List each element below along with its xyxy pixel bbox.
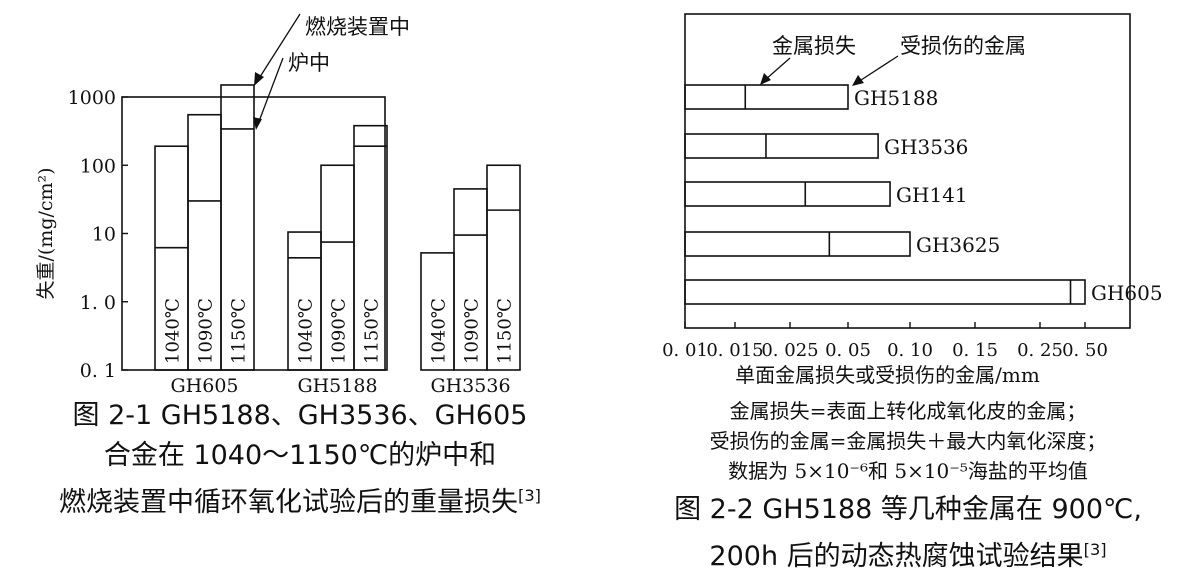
x-axis-label: 单面金属损失或受损伤的金属/mm [735, 363, 1040, 387]
x-tick-label: 0. 025 [761, 340, 818, 361]
right-figure-notes: 金属损失=表面上转化成氧化皮的金属； 受损伤的金属=金属损失＋最大内氧化深度； … [618, 396, 1198, 486]
left-figure-caption: 图 2-1 GH5188、GH3536、GH605 合金在 1040～1150℃… [0, 396, 600, 523]
x-tick-label: 0. 50 [1062, 340, 1108, 361]
bar-combustion [486, 164, 521, 371]
right-caption-line-2: 200h 后的动态热腐蚀试验结果[3] [618, 530, 1198, 577]
annotation-furnace-line [257, 57, 284, 125]
bar-category-label: GH3625 [916, 233, 1000, 257]
y-tick-label: 100 [80, 155, 116, 177]
annotation-combustion: 燃烧装置中 [305, 15, 410, 39]
x-tick-label: 0. 15 [952, 340, 998, 361]
bar-category-label: GH605 [1091, 281, 1163, 305]
y-tick-label: 10 [92, 224, 116, 246]
annotation-furnace-arrowhead [253, 117, 262, 130]
right-figure-caption: 图 2-2 GH5188 等几种金属在 900℃, 200h 后的动态热腐蚀试验… [618, 490, 1198, 577]
bar-temperature-label: 1150℃ [495, 298, 516, 364]
left-caption-line-1: 图 2-1 GH5188、GH3536、GH605 [72, 400, 528, 431]
right-caption-line-2-text: 200h 后的动态热腐蚀试验结果 [709, 541, 1084, 572]
y-axis-label: 失重/(mg/cm²) [35, 167, 57, 299]
plot-frame [684, 13, 1131, 329]
bar-category-label: GH5188 [854, 86, 938, 110]
annotation-damaged-metal: 受损伤的金属 [900, 34, 1026, 58]
y-tick-label: 1000 [68, 87, 116, 109]
bar-damaged-metal [684, 84, 849, 110]
left-caption-line-3-text: 燃烧装置中循环氧化试验后的重量损失 [59, 487, 519, 518]
left-caption-ref: [3] [518, 486, 541, 505]
x-tick-label: 0. 25 [1017, 340, 1063, 361]
bar-category-label: GH141 [896, 183, 968, 207]
y-tick-label: 0. 1 [80, 360, 116, 382]
group-label: GH5188 [297, 375, 377, 396]
bar-damaged-metal [684, 133, 879, 159]
x-tick-label: 0. 05 [825, 340, 871, 361]
annotation-metal-loss-arrowhead [760, 73, 771, 85]
group-label: GH605 [170, 375, 238, 396]
bar-temperature-label: 1150℃ [362, 298, 383, 364]
bar-damaged-metal [684, 181, 891, 207]
annotation-combustion-line [257, 13, 301, 81]
bar-temperature-label: 1090℃ [462, 298, 483, 364]
right-caption-line-1: 图 2-2 GH5188 等几种金属在 900℃, [674, 494, 1142, 525]
annotation-combustion-arrowhead [254, 72, 264, 86]
bar-temperature-label: 1040℃ [163, 298, 184, 364]
y-tick-label: 1. 0 [80, 292, 116, 314]
bar-temperature-label: 1040℃ [296, 298, 317, 364]
x-tick-label: 0. 01 [662, 340, 708, 361]
group-label: GH3536 [430, 375, 510, 396]
annotation-damaged-metal-arrowhead [852, 75, 864, 86]
annotation-metal-loss-line [764, 57, 791, 81]
bar-damaged-metal [684, 279, 1086, 305]
left-caption-line-2: 合金在 1040～1150℃的炉中和 [103, 440, 497, 471]
bar-combustion [220, 84, 255, 371]
bar-combustion [353, 124, 388, 371]
bar-damaged-metal [684, 231, 911, 257]
x-tick-label: 0. 015 [706, 340, 763, 361]
right-note-1: 金属损失=表面上转化成氧化皮的金属； [729, 399, 1087, 423]
bar-temperature-label: 1040℃ [429, 298, 450, 364]
right-caption-ref: [3] [1083, 540, 1107, 559]
bar-temperature-label: 1090℃ [196, 298, 217, 364]
bar-category-label: GH3536 [884, 135, 968, 159]
right-note-2: 受损伤的金属=金属损失＋最大内氧化深度； [709, 429, 1107, 453]
right-note-3: 数据为 5×10⁻⁶和 5×10⁻⁵海盐的平均值 [728, 459, 1088, 483]
bar-temperature-label: 1150℃ [229, 298, 250, 364]
annotation-furnace: 炉中 [288, 51, 330, 75]
left-chart: 1000 100 10 1. 0 0. 1 失重/(mg/cm²) 1040℃ 1090℃ 11… [35, 13, 521, 396]
bar-temperature-label: 1090℃ [329, 298, 350, 364]
annotation-damaged-metal-line [857, 55, 899, 83]
x-tick-label: 0. 10 [887, 340, 933, 361]
annotation-metal-loss: 金属损失 [772, 34, 856, 58]
left-caption-line-3: 燃烧装置中循环氧化试验后的重量损失[3] [0, 476, 600, 523]
